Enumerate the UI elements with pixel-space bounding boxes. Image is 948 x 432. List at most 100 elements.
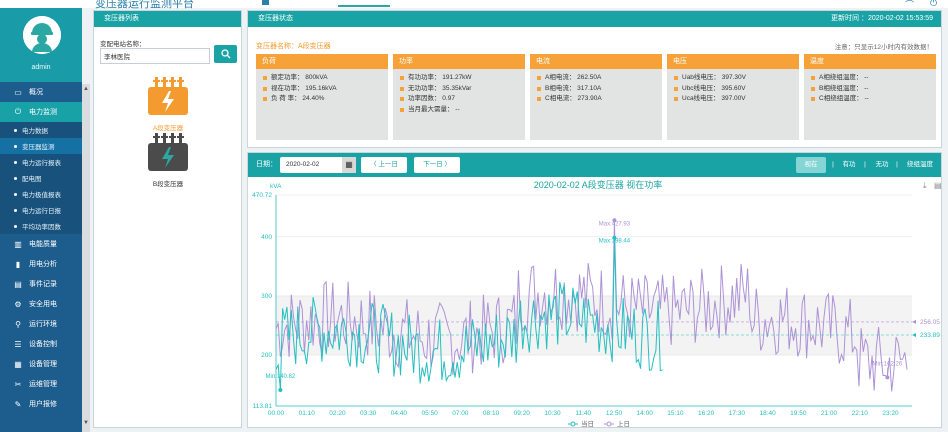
sidebar-item-4[interactable]: ▤ 事件记录 xyxy=(0,274,82,294)
sidebar-item-label: 用电分析 xyxy=(29,261,57,268)
tab-divider: | xyxy=(864,161,866,168)
sidebar-subitem-6[interactable]: 平均功率因数 xyxy=(0,218,82,234)
transformer-list-panel: 变压器列表 变配电站名称： A段变压器 B段变压器 xyxy=(93,10,242,428)
sidebar-item-0[interactable]: ▭ 概况 xyxy=(0,82,82,102)
max2-marker-point xyxy=(612,235,617,240)
x-tick-label: 00:00 xyxy=(268,410,285,417)
bullet-icon xyxy=(14,176,17,180)
sidebar-subitem-5[interactable]: 电力运行日报 xyxy=(0,202,82,218)
bullet-icon xyxy=(811,97,815,102)
gear-icon: ⚙ xyxy=(14,299,22,309)
sidebar-subitem-2[interactable]: 电力运行报表 xyxy=(0,154,82,170)
sidebar-subitem-1[interactable]: 变压器监测 xyxy=(0,138,82,154)
transformer-item-a[interactable]: A段变压器 xyxy=(142,75,194,132)
bullet-icon xyxy=(14,208,17,212)
average-label: 256.05 xyxy=(920,319,940,326)
sidebar-item-3[interactable]: ▮ 用电分析 xyxy=(0,254,82,274)
card-row-text: 功率因数： 0.97 xyxy=(408,95,455,102)
card-row-text: C相绕组温度： -- xyxy=(819,95,869,102)
max-marker-label: Max:427.93 xyxy=(599,221,631,227)
x-tick-label: 04:40 xyxy=(391,410,408,417)
bullet-icon xyxy=(674,86,678,91)
average-marker xyxy=(912,333,916,338)
y-tick-label: 200 xyxy=(261,352,272,359)
sidebar-item-8[interactable]: ▦ 设备管理 xyxy=(0,354,82,374)
tab-underline xyxy=(338,5,390,7)
bullet-icon xyxy=(263,86,267,91)
next-day-button[interactable]: 下一日 〉 xyxy=(414,157,460,173)
chart-panel: 日期： 2020-02-02 ▦ 〈 上一日 下一日 〉 视在 | 有功 | 无… xyxy=(247,152,942,428)
card-row: C相电流： 273.90A xyxy=(530,94,662,105)
bullet-icon xyxy=(400,97,404,102)
prev-day-button[interactable]: 〈 上一日 xyxy=(361,157,407,173)
sidebar-item-label: 运维管理 xyxy=(29,381,57,388)
bullet-icon xyxy=(400,86,404,91)
date-label: 日期： xyxy=(256,161,277,168)
calendar-icon[interactable]: ▦ xyxy=(342,157,356,173)
bullet-icon xyxy=(263,76,267,81)
tab-winding-temp[interactable]: 绕组温度 xyxy=(907,161,933,168)
card-row: Uab线电压： 397.30V xyxy=(667,73,799,84)
card-row-text: 有功功率： 191.27kW xyxy=(408,74,472,81)
average-marker xyxy=(912,319,916,324)
sidebar-item-2[interactable]: ▥ 电能质量 xyxy=(0,234,82,254)
search-button[interactable] xyxy=(214,45,237,63)
power-icon[interactable]: ⏻ xyxy=(930,0,938,8)
view-data-icon[interactable]: ▤ xyxy=(934,181,941,190)
wifi-icon[interactable]: ⌒ xyxy=(905,0,915,10)
transformer-item-b[interactable]: B段变压器 xyxy=(142,131,194,188)
sidebar-subitem-4[interactable]: 电力极值报表 xyxy=(0,186,82,202)
nav-primary: ▭ 概况 ⏻ 电力监测 xyxy=(0,82,82,122)
sidebar-item-label: 设备控制 xyxy=(29,341,57,348)
bullet-icon xyxy=(811,76,815,81)
tab-active-power[interactable]: 有功 xyxy=(842,161,856,168)
status-title: 变压器状态 xyxy=(258,15,293,22)
date-picker[interactable]: 2020-02-02 ▦ xyxy=(280,157,356,173)
card-row: 负 荷 率： 24.40% xyxy=(256,94,388,105)
station-search-input[interactable] xyxy=(100,48,210,64)
card-title: 负荷 xyxy=(256,54,388,69)
sidebar-item-1[interactable]: ⏻ 电力监测 xyxy=(0,102,82,122)
x-tick-label: 07:00 xyxy=(452,410,469,417)
sidebar-item-9[interactable]: ✂ 运维管理 xyxy=(0,374,82,394)
sliders-icon: ☰ xyxy=(14,339,22,349)
date-value: 2020-02-02 xyxy=(286,161,320,168)
sidebar-subitem-label: 变压器监测 xyxy=(22,144,55,151)
min-marker-label: Min:162.26 xyxy=(873,361,903,367)
sidebar-item-label: 运行环境 xyxy=(29,321,57,328)
x-tick-label: 14:00 xyxy=(637,410,654,417)
card-title: 电流 xyxy=(530,54,662,69)
sidebar-item-label: 设备管理 xyxy=(29,361,57,368)
sidebar-scrollbar[interactable]: ▲ ▼ xyxy=(82,84,90,432)
nav-submenu: 电力数据变压器监测电力运行报表 配电图电力极值报表电力运行日报 平均功率因数 xyxy=(0,122,82,234)
scroll-down-icon[interactable]: ▼ xyxy=(83,420,89,426)
avatar[interactable] xyxy=(23,16,61,54)
sidebar-item-label: 安全用电 xyxy=(29,301,57,308)
sidebar-subitem-label: 电力极值报表 xyxy=(22,192,61,199)
sidebar-item-10[interactable]: ✎ 用户报修 xyxy=(0,394,82,414)
grid-icon: ▥ xyxy=(14,239,22,249)
card-row: 当月最大需量： -- xyxy=(393,105,525,116)
card-row-text: 无功功率： 35.35kVar xyxy=(408,84,472,92)
menu-toggle-icon[interactable] xyxy=(262,0,269,5)
worker-icon xyxy=(23,16,61,54)
x-tick-label: 23:20 xyxy=(882,410,899,417)
chart-toolbar: 日期： 2020-02-02 ▦ 〈 上一日 下一日 〉 视在 | 有功 | 无… xyxy=(248,153,941,177)
sidebar-subitem-0[interactable]: 电力数据 xyxy=(0,122,82,138)
tab-apparent[interactable]: 视在 xyxy=(796,157,826,173)
sidebar-item-7[interactable]: ☰ 设备控制 xyxy=(0,334,82,354)
sidebar-subitem-3[interactable]: 配电图 xyxy=(0,170,82,186)
y-tick-label: 470.72 xyxy=(252,192,272,199)
scroll-up-icon[interactable]: ▲ xyxy=(83,86,89,92)
download-icon[interactable]: ⤓ xyxy=(923,181,927,190)
bullet-icon xyxy=(674,97,678,102)
tab-reactive-power[interactable]: 无功 xyxy=(875,161,889,168)
bullet-icon xyxy=(263,97,267,102)
status-card-2: 电流 A相电流： 262.50A B相电流： 317.10A C相电流： 273.90… xyxy=(530,54,662,140)
card-row-text: 视在功率： 195.16kVA xyxy=(271,84,337,92)
bullet-icon xyxy=(14,160,17,164)
sidebar-item-5[interactable]: ⚙ 安全用电 xyxy=(0,294,82,314)
sidebar-subitem-label: 电力数据 xyxy=(22,128,48,135)
max2-marker-label: Max:398.44 xyxy=(599,239,631,245)
sidebar-item-6[interactable]: ⚲ 运行环境 xyxy=(0,314,82,334)
